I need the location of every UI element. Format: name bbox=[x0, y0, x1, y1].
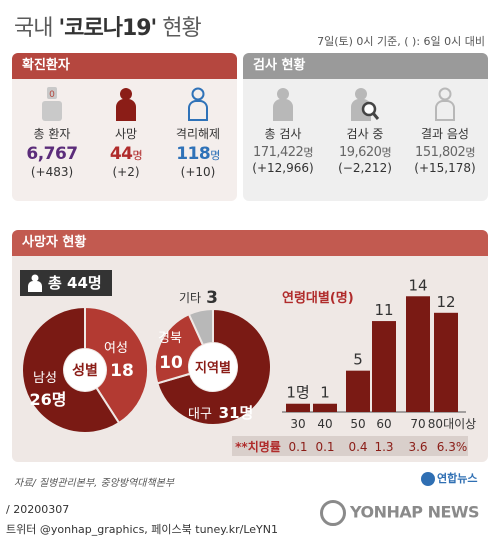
bar-value-label: 11 bbox=[374, 301, 393, 319]
tests-panel: 검사 현황 총 검사 171,422명 (+12,966) 검사 중 19,62… bbox=[243, 53, 488, 201]
stat-deaths: 사망 44명 (+2) bbox=[90, 85, 162, 179]
bar bbox=[346, 370, 370, 412]
total-deaths-badge: 총 44명 bbox=[20, 270, 112, 296]
bar-value-label: 1명 bbox=[286, 384, 309, 402]
bar bbox=[406, 296, 430, 412]
social-links: 트위터 @yonhap_graphics, 페이스북 tuney.kr/LeYN… bbox=[6, 523, 278, 536]
x-tick-label: 30 bbox=[290, 417, 305, 431]
bar bbox=[313, 403, 337, 412]
stat-value: 171,422명 bbox=[253, 145, 313, 160]
logo-icon bbox=[421, 472, 435, 486]
slice-value-label: 31명 bbox=[219, 404, 254, 422]
donut-hole bbox=[64, 349, 106, 391]
bar bbox=[286, 403, 310, 412]
slice-category-label: 남성 bbox=[33, 371, 57, 386]
page-title: 국내 '코로나19' 현황 bbox=[14, 16, 202, 41]
person-outline-icon bbox=[162, 85, 234, 121]
stat-testing: 검사 중 19,620명 (−2,212) bbox=[329, 85, 401, 175]
slice-value-label: 10 bbox=[159, 353, 183, 373]
slice-value-label: 3 bbox=[206, 288, 218, 308]
person-icon bbox=[247, 85, 319, 121]
slice-category-label: 기타 bbox=[179, 291, 201, 305]
stat-total-patients: 0 총 환자 6,767 (+483) bbox=[16, 85, 88, 179]
patient-icon: 0 bbox=[16, 85, 88, 121]
fatality-label: **치명률 bbox=[235, 439, 281, 454]
fatality-value: 0.1 bbox=[288, 440, 307, 454]
fatality-value: 1.3 bbox=[374, 440, 393, 454]
stat-total-tests: 총 검사 171,422명 (+12,966) bbox=[247, 85, 319, 175]
bar-value-label: 14 bbox=[408, 276, 427, 294]
donut-center-label: 지역별 bbox=[195, 360, 231, 376]
confirmed-panel: 확진환자 0 총 환자 6,767 (+483) 사망 44명 (+2) bbox=[12, 53, 237, 201]
slice-category-label: 대구 bbox=[188, 407, 212, 422]
chart-title: 연령대별(명) bbox=[282, 290, 354, 306]
slice-category-label: 경북 bbox=[158, 331, 182, 346]
stat-value: 19,620명 bbox=[338, 145, 392, 160]
deaths-panel-title: 사망자 현황 bbox=[12, 230, 488, 256]
magnifier-person-icon bbox=[329, 85, 401, 121]
stat-negative: 결과 음성 151,802명 (+15,178) bbox=[409, 85, 481, 175]
x-tick-label: 60 bbox=[376, 417, 391, 431]
confirmed-panel-title: 확진환자 bbox=[12, 53, 237, 79]
bar bbox=[434, 312, 458, 412]
bar-value-label: 5 bbox=[353, 351, 363, 369]
watermark: YONHAP NEWS bbox=[320, 500, 480, 526]
x-tick-label: 50 bbox=[350, 417, 365, 431]
slice-value-label: 26명 bbox=[30, 390, 67, 409]
person-outline-icon bbox=[409, 85, 481, 121]
person-icon bbox=[28, 274, 42, 300]
donut-hole bbox=[189, 343, 237, 391]
fatality-row-bg bbox=[232, 436, 468, 456]
x-tick-label: 40 bbox=[317, 417, 332, 431]
bar bbox=[372, 321, 396, 412]
fatality-value: 0.1 bbox=[315, 440, 334, 454]
source-note: 자료/ 질병관리본부, 중앙방역대책본부 bbox=[14, 478, 175, 489]
yonhap-logo: 연합뉴스 bbox=[421, 470, 477, 486]
stat-value: 6,767 bbox=[26, 144, 78, 164]
date-code: / 20200307 bbox=[6, 503, 70, 516]
stat-value: 151,802명 bbox=[415, 145, 475, 160]
fatality-value: 6.3% bbox=[437, 440, 468, 454]
bar-value-label: 1 bbox=[320, 384, 330, 402]
x-tick-label: 70 bbox=[410, 417, 425, 431]
gender-donut-chart: 성별 여성 18 남성 26명 bbox=[21, 305, 149, 434]
stat-value: 44명 bbox=[109, 144, 143, 164]
donut-center-label: 성별 bbox=[72, 362, 98, 379]
tests-panel-title: 검사 현황 bbox=[243, 53, 488, 79]
bar-value-label: 12 bbox=[436, 293, 455, 311]
age-bar-chart: 연령대별(명) 1명 30 1 40 5 50 11 60 14 70 12 80대이상 **치명률 0.1… bbox=[232, 276, 476, 456]
slice-category-label: 여성 bbox=[104, 341, 128, 356]
slice-value-label: 18 bbox=[110, 361, 134, 381]
stat-released: 격리해제 118명 (+10) bbox=[162, 85, 234, 179]
fatality-value: 0.4 bbox=[348, 440, 367, 454]
fatality-value: 3.6 bbox=[408, 440, 427, 454]
x-tick-label: 80대이상 bbox=[428, 417, 476, 431]
stat-value: 118명 bbox=[176, 144, 220, 164]
baseline-note: 7일(토) 0시 기준, ( ): 6일 0시 대비 bbox=[317, 35, 485, 48]
person-icon bbox=[90, 85, 162, 121]
svg-text:0: 0 bbox=[49, 90, 55, 100]
